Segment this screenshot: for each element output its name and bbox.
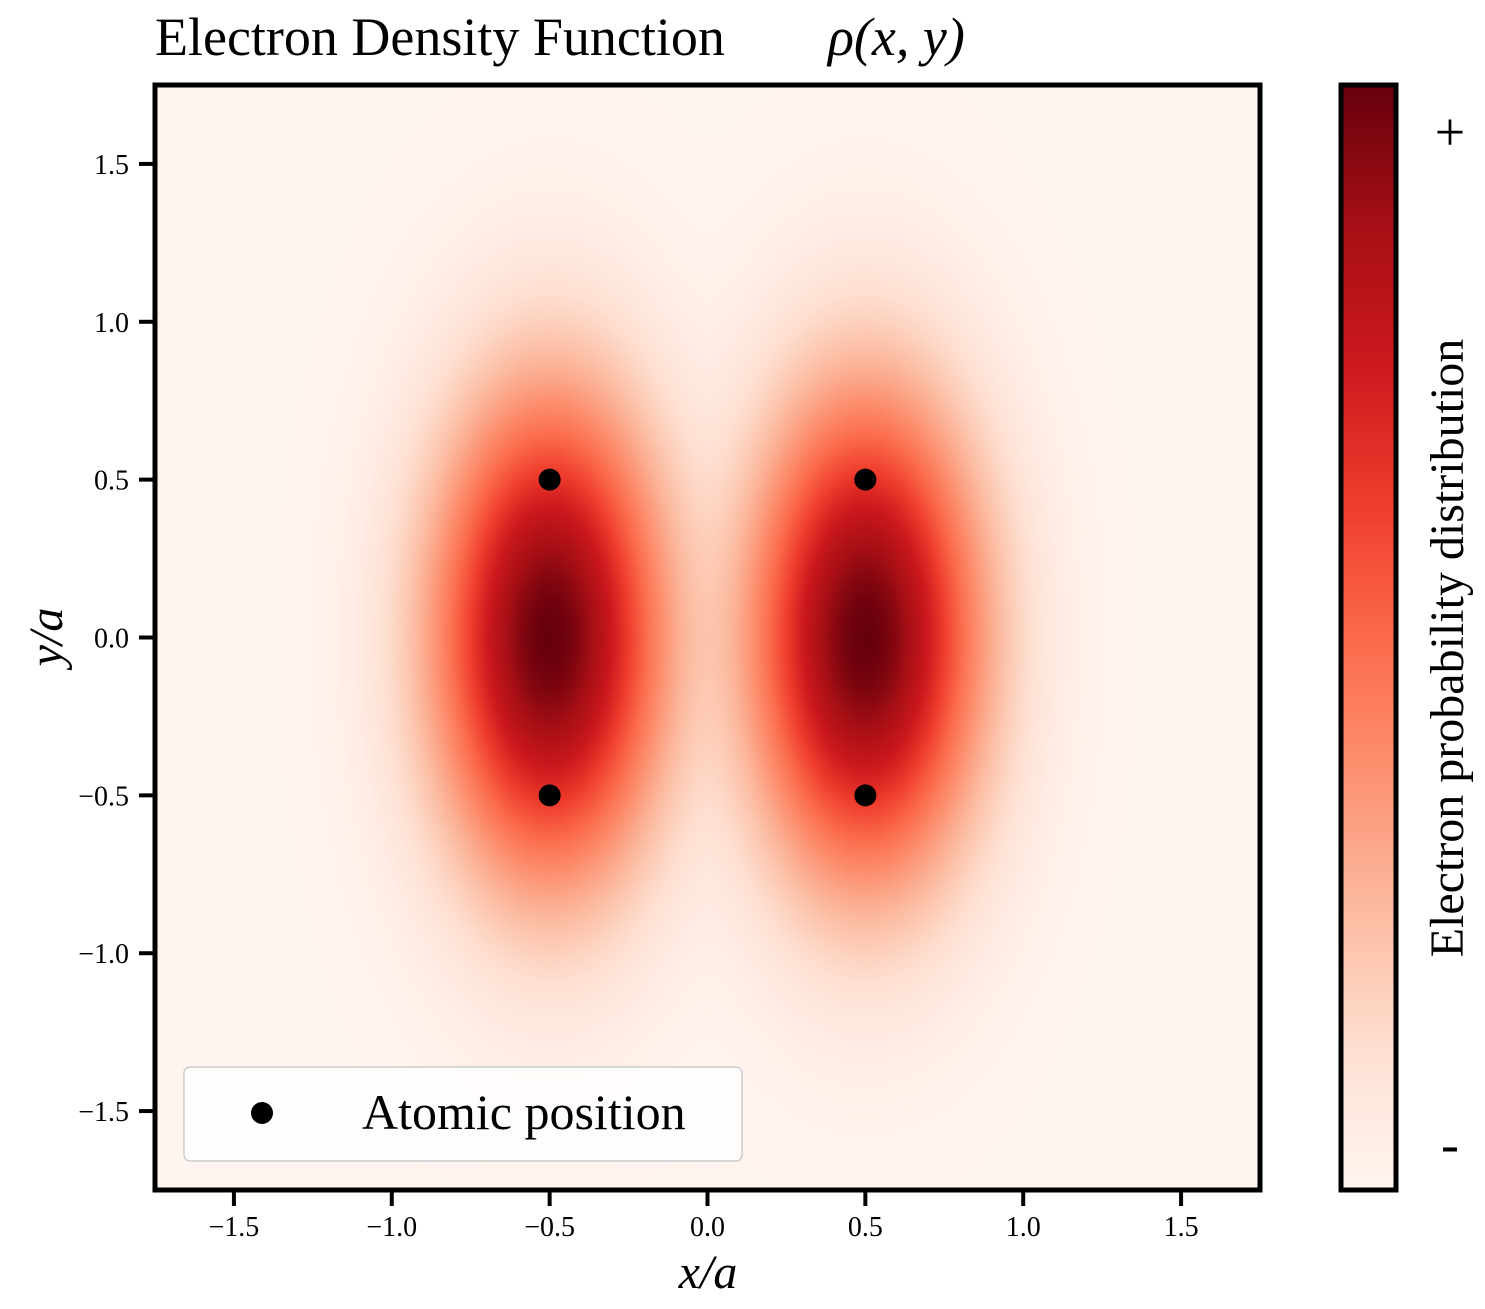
x-tick-label: −0.5 <box>524 1212 575 1243</box>
y-axis-label: y/a <box>20 608 73 672</box>
colorbar-frame <box>1338 82 1399 1193</box>
x-tick-label: 0.5 <box>848 1212 883 1243</box>
legend-label-atomic-position: Atomic position <box>362 1084 686 1140</box>
density-heatmap <box>155 85 1260 1190</box>
legend: Atomic position <box>183 1066 743 1162</box>
atomic-position-point <box>854 468 877 491</box>
chart-title-formula: ρ(x, y) <box>826 7 965 67</box>
plot-frame <box>152 82 1263 1193</box>
x-tick-label: 0.0 <box>690 1212 725 1243</box>
colorbar-gradient <box>1341 85 1396 1190</box>
atomic-position-point <box>538 784 561 807</box>
y-tick-label: −1.5 <box>78 1097 129 1128</box>
legend-frame <box>183 1066 743 1162</box>
y-axis-ticks: 1.5 1.0 0.5 0.0 −0.5 −1.0 −1.5 <box>78 150 155 1128</box>
y-tick-label: 0.0 <box>94 624 129 655</box>
x-axis-ticks: −1.5 −1.0 −0.5 0.0 0.5 1.0 1.5 <box>209 1190 1199 1243</box>
colorbar-max-label: + <box>1435 102 1465 162</box>
x-axis-label: x/a <box>678 1246 738 1299</box>
colorbar-label: Electron probability distribution <box>1421 339 1474 958</box>
legend-marker-atomic-position <box>251 1102 273 1124</box>
y-tick-label: 1.5 <box>94 150 129 181</box>
colorbar: + - Electron probability distribution <box>1338 82 1474 1193</box>
atomic-position-point <box>538 468 561 491</box>
x-tick-label: −1.0 <box>366 1212 417 1243</box>
x-tick-label: 1.5 <box>1164 1212 1199 1243</box>
y-tick-label: 0.5 <box>94 466 129 497</box>
x-tick-label: −1.5 <box>209 1212 260 1243</box>
y-tick-label: −0.5 <box>78 781 129 812</box>
chart-title: Electron Density Function <box>155 7 725 67</box>
y-tick-label: 1.0 <box>94 308 129 339</box>
x-tick-label: 1.0 <box>1006 1212 1041 1243</box>
y-tick-label: −1.0 <box>78 939 129 970</box>
atomic-position-points <box>538 468 877 807</box>
colorbar-min-label: - <box>1441 1114 1459 1174</box>
atomic-position-point <box>854 784 877 807</box>
